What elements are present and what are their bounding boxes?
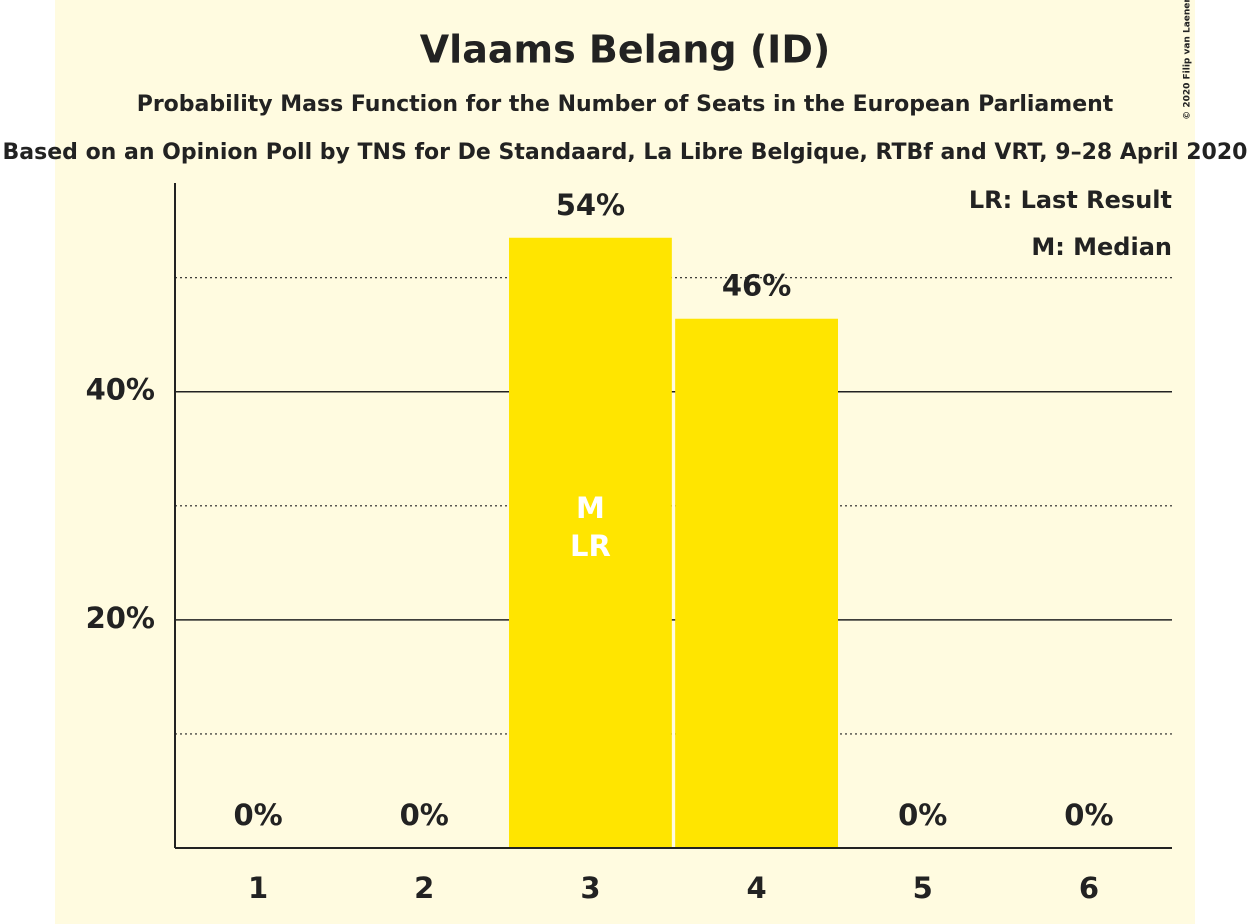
chart-subtitle: Based on an Opinion Poll by TNS for De S… xyxy=(3,140,1248,165)
data-label: 0% xyxy=(1064,798,1113,832)
x-tick-label: 2 xyxy=(414,871,434,905)
x-tick-label: 5 xyxy=(913,871,933,905)
bar-annotation: M xyxy=(576,491,605,525)
x-tick-label: 3 xyxy=(580,871,600,905)
chart-subtitle: Probability Mass Function for the Number… xyxy=(137,92,1114,117)
data-label: 0% xyxy=(233,798,282,832)
legend-entry: M: Median xyxy=(1031,233,1172,261)
data-label: 0% xyxy=(400,798,449,832)
data-label: 54% xyxy=(556,188,625,222)
x-tick-label: 1 xyxy=(248,871,268,905)
y-tick-label: 40% xyxy=(86,373,155,407)
copyright: © 2020 Filip van Laenen xyxy=(1183,0,1193,120)
bar xyxy=(675,318,839,849)
bar-annotation: LR xyxy=(570,529,611,563)
y-tick-label: 20% xyxy=(86,601,155,635)
chart-title: Vlaams Belang (ID) xyxy=(420,28,830,72)
bar xyxy=(508,237,672,848)
legend-entry: LR: Last Result xyxy=(969,186,1172,214)
data-label: 0% xyxy=(898,798,947,832)
x-tick-label: 4 xyxy=(746,871,766,905)
x-tick-label: 6 xyxy=(1079,871,1099,905)
data-label: 46% xyxy=(722,269,791,303)
